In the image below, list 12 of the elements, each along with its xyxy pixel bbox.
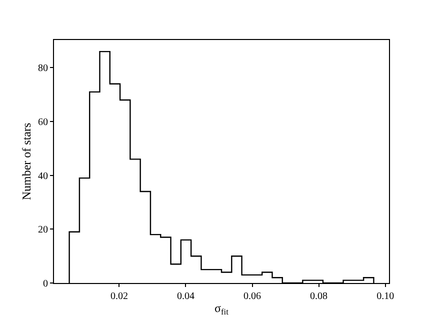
x-axis-title: σ$_{fit}$	[214, 300, 230, 316]
x-tick-label: 0.08	[310, 291, 328, 302]
y-tick-label: 0	[43, 278, 48, 290]
x-tick-label: 0.10	[376, 291, 394, 302]
y-tick-label: 60	[38, 117, 48, 128]
x-tick-label: 0.02	[110, 291, 128, 302]
y-tick-label: 20	[38, 224, 48, 236]
y-axis-title: Number of stars	[19, 122, 34, 200]
x-tick-label: 0.06	[244, 291, 262, 302]
y-tick-label: 80	[38, 63, 48, 74]
x-tick-label: 0.04	[176, 291, 194, 302]
y-tick-label: 40	[38, 170, 48, 182]
